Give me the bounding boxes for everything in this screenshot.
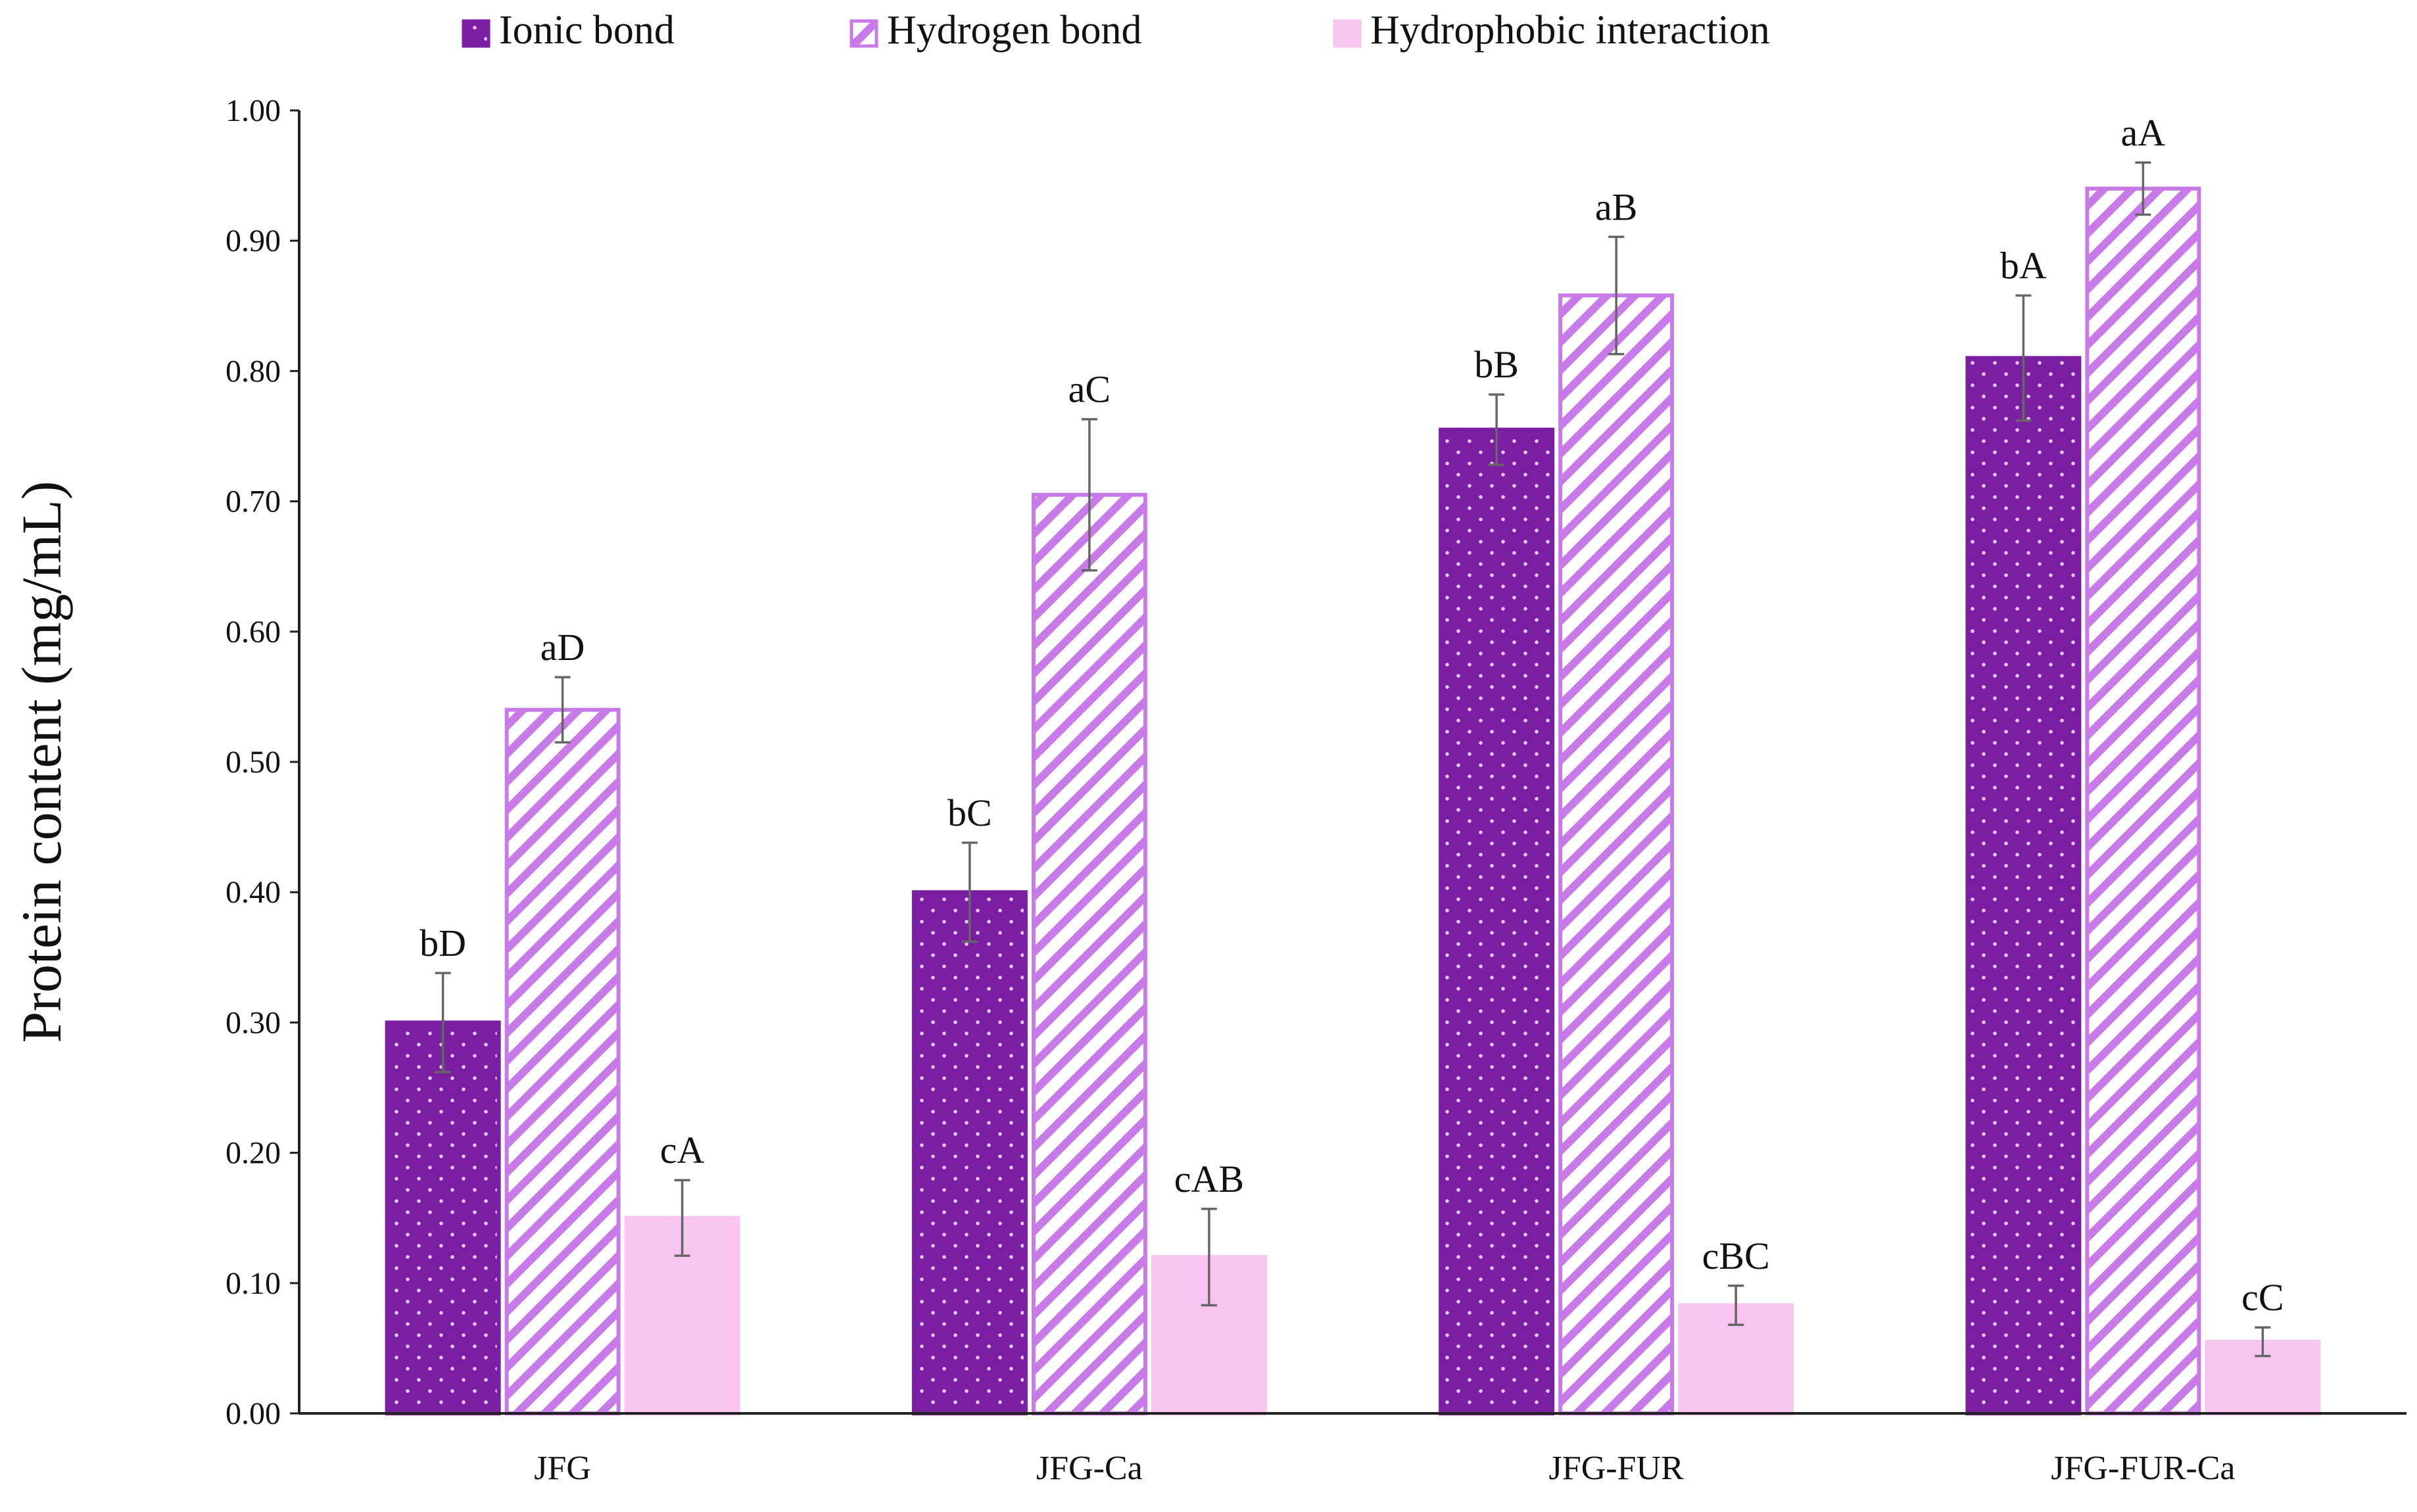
y-tick-label: 0.10 bbox=[226, 1266, 281, 1301]
y-tick-label: 0.60 bbox=[226, 615, 281, 650]
significance-label: cBC bbox=[1702, 1235, 1770, 1277]
bar-dots bbox=[1439, 427, 1555, 1416]
significance-label: cAB bbox=[1174, 1158, 1244, 1200]
bar-hatch bbox=[2085, 186, 2201, 1415]
legend-entry: Hydrogen bond bbox=[887, 8, 1141, 53]
significance-label: bA bbox=[2000, 244, 2047, 287]
y-tick-label: 0.00 bbox=[226, 1396, 281, 1431]
legend-swatch bbox=[1333, 19, 1362, 48]
legend-entry: Ionic bond bbox=[499, 8, 675, 53]
bar-hatch bbox=[1031, 492, 1147, 1416]
significance-label: aA bbox=[2121, 111, 2166, 154]
significance-label: aB bbox=[1595, 185, 1637, 228]
y-tick-label: 0.40 bbox=[226, 875, 281, 910]
legend-swatch bbox=[462, 19, 491, 48]
y-tick-label: 0.70 bbox=[226, 484, 281, 519]
y-tick-label: 0.80 bbox=[226, 354, 281, 389]
x-category-label: JFG-Ca bbox=[1036, 1450, 1143, 1487]
bar-dots bbox=[911, 890, 1028, 1415]
x-category-label: JFG-FUR-Ca bbox=[2051, 1450, 2235, 1487]
significance-label: bB bbox=[1474, 343, 1519, 386]
significance-label: bD bbox=[419, 922, 466, 964]
y-tick-label: 0.30 bbox=[226, 1005, 281, 1040]
significance-label: cA bbox=[660, 1129, 705, 1171]
x-category-label: JFG bbox=[534, 1450, 591, 1487]
significance-label: aD bbox=[540, 626, 585, 669]
y-axis-label: Protein content (mg/mL) bbox=[10, 481, 73, 1043]
legend-swatch bbox=[850, 19, 878, 48]
bar-hatch bbox=[504, 707, 621, 1415]
y-tick-label: 0.90 bbox=[226, 224, 281, 258]
x-category-label: JFG-FUR bbox=[1549, 1450, 1684, 1487]
significance-label: bC bbox=[947, 791, 992, 834]
y-tick-label: 1.00 bbox=[226, 93, 281, 128]
significance-label: aC bbox=[1068, 368, 1111, 411]
significance-label: cC bbox=[2241, 1276, 2284, 1319]
y-tick-label: 0.20 bbox=[226, 1136, 281, 1171]
bar-hatch bbox=[1558, 293, 1675, 1416]
legend-entry: Hydrophobic interaction bbox=[1370, 8, 1770, 53]
y-tick-label: 0.50 bbox=[226, 745, 281, 780]
bar-dots bbox=[385, 1020, 501, 1415]
bar-dots bbox=[1965, 356, 2082, 1416]
